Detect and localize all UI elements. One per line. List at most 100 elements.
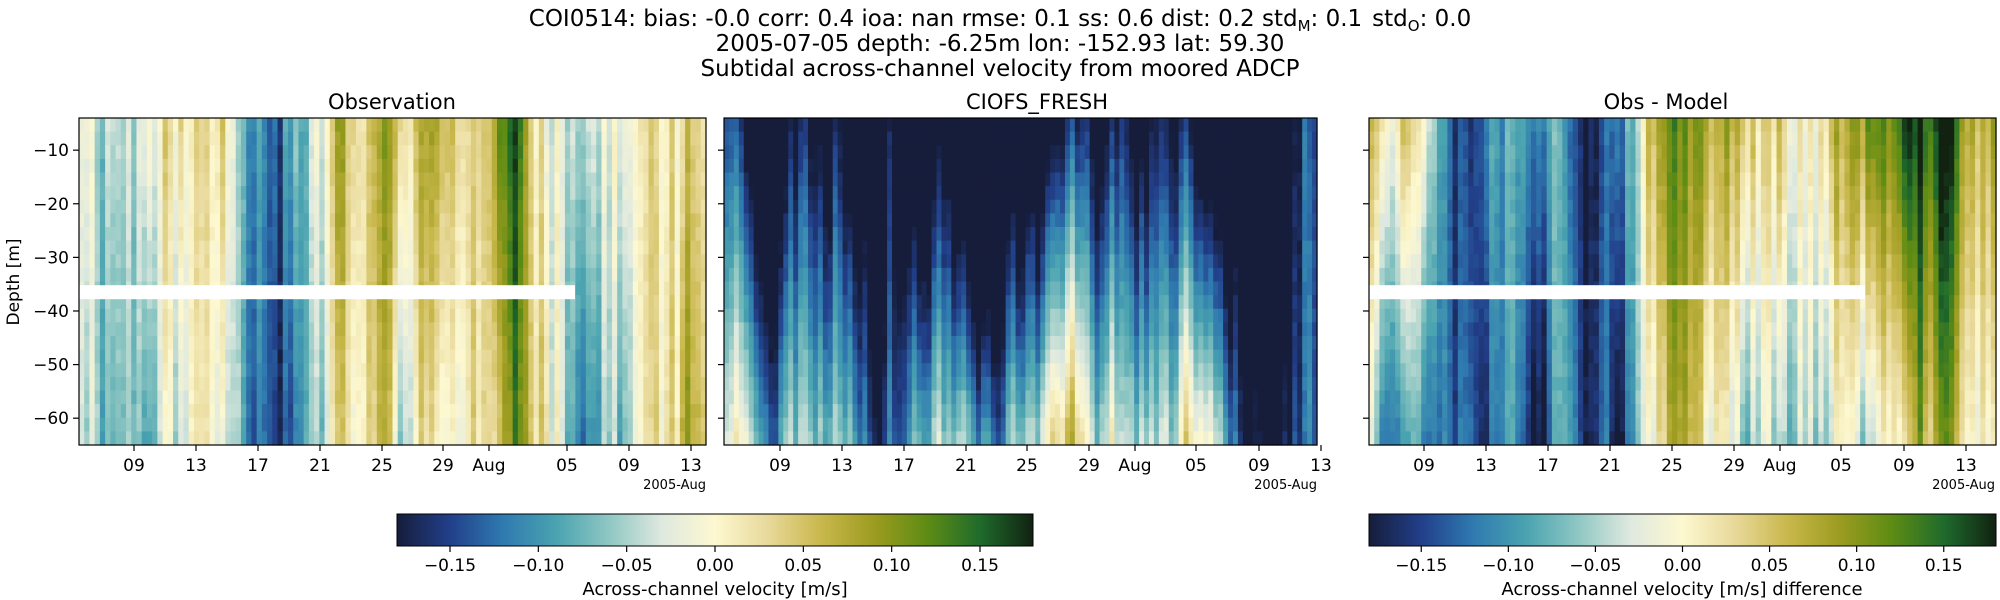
- heatmap-cell: [1134, 186, 1140, 201]
- heatmap-cell: [110, 199, 117, 214]
- heatmap-cell: [544, 322, 550, 337]
- heatmap-cell: [497, 404, 503, 419]
- heatmap-cell: [1050, 417, 1056, 432]
- heatmap-cell: [319, 199, 326, 214]
- heatmap-cell: [724, 131, 730, 146]
- heatmap-cell: [995, 186, 1002, 201]
- heatmap-cell: [230, 213, 237, 228]
- heatmap-cell: [852, 417, 859, 432]
- heatmap-cell: [1089, 227, 1096, 242]
- heatmap-cell: [812, 118, 819, 133]
- heatmap-cell: [209, 404, 216, 419]
- heatmap-cell: [941, 363, 947, 378]
- heatmap-cell: [827, 186, 834, 201]
- heatmap-cell: [251, 404, 258, 419]
- heatmap-cell: [1000, 267, 1007, 283]
- heatmap-cell: [985, 308, 992, 323]
- heatmap-cell: [434, 431, 441, 446]
- heatmap-cell: [664, 336, 671, 351]
- heatmap-cell: [303, 363, 310, 378]
- heatmap-cell: [110, 227, 117, 242]
- heatmap-cell: [387, 390, 394, 405]
- heatmap-cell: [827, 295, 834, 310]
- heatmap-cell: [679, 118, 686, 133]
- heatmap-cell: [916, 431, 923, 446]
- heatmap-cell: [162, 131, 169, 146]
- heatmap-cell: [758, 404, 765, 419]
- heatmap-cell: [896, 417, 903, 432]
- heatmap-cell: [738, 431, 745, 446]
- heatmap-cell: [188, 254, 195, 269]
- heatmap-cell: [209, 199, 216, 214]
- heatmap-cell: [653, 118, 660, 133]
- heatmap-cell: [538, 172, 545, 187]
- heatmap-cell: [544, 363, 550, 378]
- heatmap-cell: [193, 417, 200, 432]
- heatmap-cell: [214, 227, 221, 242]
- heatmap-cell: [1040, 227, 1046, 242]
- heatmap-cell: [507, 336, 514, 351]
- heatmap-cell: [1104, 308, 1111, 323]
- heatmap-cell: [84, 417, 91, 432]
- heatmap-cell: [648, 267, 655, 283]
- heatmap-cell: [418, 158, 425, 174]
- heatmap-cell: [120, 186, 127, 201]
- heatmap-cell: [340, 131, 347, 146]
- heatmap-cell: [303, 431, 310, 446]
- heatmap-cell: [235, 417, 242, 432]
- heatmap-cell: [308, 308, 315, 323]
- heatmap-cell: [554, 186, 561, 201]
- heatmap-cell: [827, 227, 834, 242]
- heatmap-cell: [79, 158, 85, 174]
- heatmap-cell: [827, 431, 834, 446]
- heatmap-cell: [1089, 254, 1096, 269]
- heatmap-cell: [882, 322, 888, 337]
- heatmap-cell: [753, 417, 760, 432]
- heatmap-cell: [985, 281, 992, 296]
- heatmap-cell: [664, 118, 671, 133]
- heatmap-cell: [157, 322, 164, 337]
- heatmap-cell: [778, 376, 784, 392]
- heatmap-cell: [282, 145, 289, 160]
- heatmap-cell: [1134, 172, 1140, 187]
- heatmap-cell: [585, 404, 592, 419]
- heatmap-cell: [162, 295, 169, 310]
- heatmap-cell: [173, 295, 179, 310]
- heatmap-cell: [402, 417, 409, 432]
- heatmap-cell: [788, 404, 794, 419]
- heatmap-cell: [570, 376, 576, 392]
- heatmap-cell: [733, 390, 740, 405]
- heatmap-cell: [570, 199, 576, 214]
- heatmap-cell: [220, 431, 226, 446]
- heatmap-cell: [1104, 240, 1111, 255]
- heatmap-cell: [808, 240, 814, 255]
- heatmap-cell: [748, 227, 755, 242]
- heatmap-cell: [916, 267, 923, 283]
- heatmap-cell: [971, 267, 977, 283]
- heatmap-cell: [931, 281, 938, 296]
- heatmap-cell: [361, 322, 367, 337]
- heatmap-cell: [1134, 227, 1140, 242]
- heatmap-cell: [335, 349, 341, 364]
- heatmap-cell: [188, 145, 195, 160]
- heatmap-cell: [564, 254, 571, 269]
- heatmap-cell: [288, 295, 294, 310]
- heatmap-cell: [402, 295, 409, 310]
- heatmap-cell: [220, 363, 226, 378]
- heatmap-cell: [1060, 390, 1066, 405]
- heatmap-cell: [1129, 431, 1135, 446]
- heatmap-cell: [901, 336, 908, 351]
- heatmap-cell: [1064, 118, 1071, 133]
- heatmap-cell: [1074, 240, 1081, 255]
- heatmap-cell: [653, 417, 660, 432]
- heatmap-cell: [842, 186, 849, 201]
- heatmap-cell: [941, 158, 947, 174]
- heatmap-cell: [758, 376, 765, 392]
- heatmap-cell: [1114, 172, 1120, 187]
- heatmap-cell: [319, 308, 326, 323]
- heatmap-cell: [1005, 145, 1012, 160]
- heatmap-cell: [235, 322, 242, 337]
- heatmap-cell: [622, 145, 629, 160]
- heatmap-cell: [246, 172, 253, 187]
- heatmap-cell: [862, 145, 868, 160]
